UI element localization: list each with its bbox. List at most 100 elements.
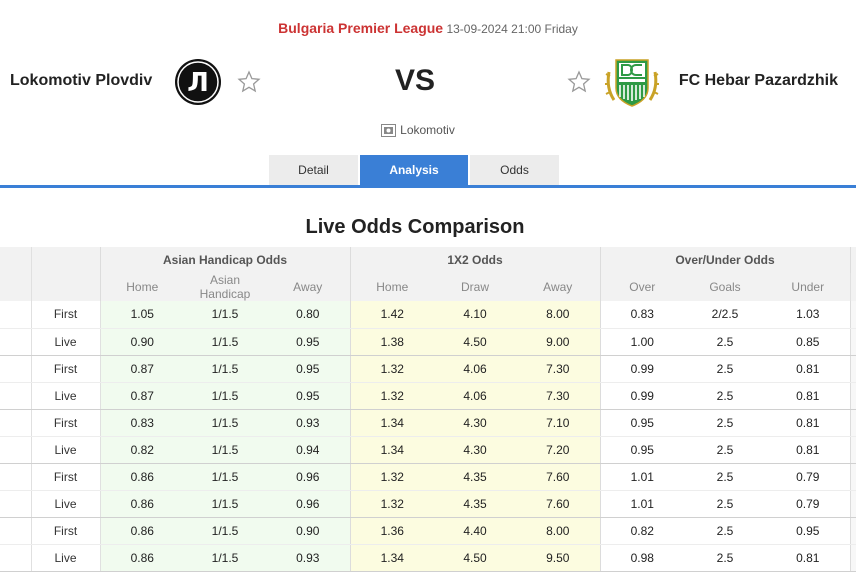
table-row[interactable]: Live 0.82 1/1.5 0.94 1.34 4.30 7.20 0.95 2.5 0.81 bbox=[0, 436, 856, 464]
table-row[interactable]: Live 0.87 1/1.5 0.95 1.32 4.06 7.30 0.99 2.5 0.81 bbox=[0, 382, 856, 410]
away-team-logo[interactable] bbox=[602, 54, 662, 112]
tab-bar: Detail Analysis Odds bbox=[269, 155, 561, 186]
odds-cell: 0.95 bbox=[266, 355, 351, 383]
odds-cell: 1.01 bbox=[600, 490, 684, 518]
odds-cell: 0.95 bbox=[600, 409, 684, 437]
odds-cell: 7.60 bbox=[516, 490, 601, 518]
sub-header: Asian Handicap bbox=[184, 273, 266, 301]
odds-cell: 4.50 bbox=[434, 544, 516, 572]
odds-cell: 1.42 bbox=[350, 301, 434, 329]
odds-cell: 0.95 bbox=[266, 328, 351, 356]
table-row[interactable]: First 1.05 1/1.5 0.80 1.42 4.10 8.00 0.83 2/2.5 1… bbox=[0, 301, 856, 329]
table-row[interactable]: First 0.86 1/1.5 0.90 1.36 4.40 8.00 0.82 2.5 0.9… bbox=[0, 517, 856, 545]
row-blank-cell bbox=[0, 517, 32, 545]
odds-cell: 1/1.5 bbox=[184, 463, 266, 491]
group-header-asian: Asian Handicap Odds bbox=[100, 247, 351, 273]
odds-cell: 2.5 bbox=[684, 517, 766, 545]
odds-cell: 1/1.5 bbox=[184, 409, 266, 437]
odds-cell: 2.5 bbox=[684, 463, 766, 491]
odds-cell: 0.95 bbox=[600, 436, 684, 464]
odds-cell: 1/1.5 bbox=[184, 436, 266, 464]
type-header bbox=[31, 247, 101, 301]
odds-cell: 1.36 bbox=[350, 517, 434, 545]
odds-cell: 0.82 bbox=[100, 436, 184, 464]
row-type-cell: Live bbox=[31, 328, 101, 356]
table-row[interactable]: Live 0.86 1/1.5 0.93 1.34 4.50 9.50 0.98 2.5 0.81 bbox=[0, 544, 856, 572]
odds-cell: 0.86 bbox=[100, 490, 184, 518]
odds-cell: 0.99 bbox=[600, 382, 684, 410]
odds-cell: 0.96 bbox=[266, 490, 351, 518]
away-team-name[interactable]: FC Hebar Pazardzhik bbox=[678, 72, 838, 89]
odds-cell: 2.5 bbox=[684, 382, 766, 410]
tab-detail[interactable]: Detail bbox=[269, 155, 360, 186]
odds-cell: 2.5 bbox=[684, 436, 766, 464]
vs-label: VS bbox=[394, 64, 436, 97]
row-blank-cell bbox=[0, 328, 32, 356]
row-type-cell: Live bbox=[31, 436, 101, 464]
home-logo-letter: Л bbox=[187, 68, 209, 98]
star-icon[interactable] bbox=[567, 70, 591, 94]
table-edge bbox=[849, 517, 856, 545]
row-type-cell: Live bbox=[31, 544, 101, 572]
star-icon[interactable] bbox=[237, 70, 261, 94]
odds-cell: 1.01 bbox=[600, 463, 684, 491]
home-team-name[interactable]: Lokomotiv Plovdiv bbox=[10, 72, 153, 89]
tab-underline bbox=[0, 185, 856, 188]
odds-cell: 1.05 bbox=[100, 301, 184, 329]
row-blank-cell bbox=[0, 436, 32, 464]
odds-cell: 8.00 bbox=[516, 301, 601, 329]
odds-cell: 0.81 bbox=[766, 409, 851, 437]
table-row[interactable]: First 0.83 1/1.5 0.93 1.34 4.30 7.10 0.95 2.5 0.8… bbox=[0, 409, 856, 437]
row-type-cell: First bbox=[31, 409, 101, 437]
odds-cell: 0.83 bbox=[600, 301, 684, 329]
odds-cell: 2/2.5 bbox=[684, 301, 766, 329]
odds-cell: 0.83 bbox=[100, 409, 184, 437]
odds-cell: 2.5 bbox=[684, 409, 766, 437]
odds-cell: 1/1.5 bbox=[184, 301, 266, 329]
table-edge bbox=[849, 247, 856, 301]
odds-body: First 1.05 1/1.5 0.80 1.42 4.10 8.00 0.83 2/2.5 1… bbox=[0, 301, 856, 572]
home-team-logo[interactable]: Л bbox=[174, 58, 222, 106]
table-edge bbox=[849, 328, 856, 356]
odds-cell: 0.81 bbox=[766, 544, 851, 572]
table-edge bbox=[849, 301, 856, 329]
row-type-cell: Live bbox=[31, 490, 101, 518]
odds-cell: 1.34 bbox=[350, 544, 434, 572]
row-type-cell: First bbox=[31, 463, 101, 491]
odds-cell: 0.79 bbox=[766, 490, 851, 518]
odds-cell: 7.30 bbox=[516, 382, 601, 410]
odds-cell: 1.03 bbox=[766, 301, 851, 329]
group-header-1x2: 1X2 Odds bbox=[350, 247, 601, 273]
odds-cell: 1.32 bbox=[350, 355, 434, 383]
sub-header: Home bbox=[350, 273, 434, 301]
odds-cell: 1.38 bbox=[350, 328, 434, 356]
league-name[interactable]: Bulgaria Premier League bbox=[278, 20, 444, 36]
row-type-cell: First bbox=[31, 301, 101, 329]
row-blank-cell bbox=[0, 463, 32, 491]
odds-cell: 4.35 bbox=[434, 463, 516, 491]
odds-cell: 2.5 bbox=[684, 328, 766, 356]
table-row[interactable]: Live 0.90 1/1.5 0.95 1.38 4.50 9.00 1.00 2.5 0.85 bbox=[0, 328, 856, 356]
tab-analysis[interactable]: Analysis bbox=[360, 155, 470, 186]
table-edge bbox=[849, 436, 856, 464]
table-edge bbox=[849, 463, 856, 491]
group-header-row: Asian Handicap Odds 1X2 Odds Over/Under … bbox=[0, 247, 856, 301]
sub-header: Draw bbox=[434, 273, 516, 301]
table-row[interactable]: First 0.86 1/1.5 0.96 1.32 4.35 7.60 1.01 2.5 0.7… bbox=[0, 463, 856, 491]
venue-name: Lokomotiv bbox=[400, 123, 455, 137]
row-blank-cell bbox=[0, 409, 32, 437]
row-blank-cell bbox=[0, 490, 32, 518]
table-edge bbox=[849, 544, 856, 572]
sub-header: Under bbox=[766, 273, 851, 301]
tab-odds[interactable]: Odds bbox=[470, 155, 561, 186]
odds-cell: 1/1.5 bbox=[184, 544, 266, 572]
table-row[interactable]: First 0.87 1/1.5 0.95 1.32 4.06 7.30 0.99 2.5 0.8… bbox=[0, 355, 856, 383]
table-row[interactable]: Live 0.86 1/1.5 0.96 1.32 4.35 7.60 1.01 2.5 0.79 bbox=[0, 490, 856, 518]
odds-cell: 9.50 bbox=[516, 544, 601, 572]
odds-cell: 0.90 bbox=[266, 517, 351, 545]
table-edge bbox=[849, 490, 856, 518]
odds-cell: 7.60 bbox=[516, 463, 601, 491]
table-edge bbox=[849, 382, 856, 410]
odds-cell: 4.50 bbox=[434, 328, 516, 356]
odds-cell: 1.32 bbox=[350, 382, 434, 410]
